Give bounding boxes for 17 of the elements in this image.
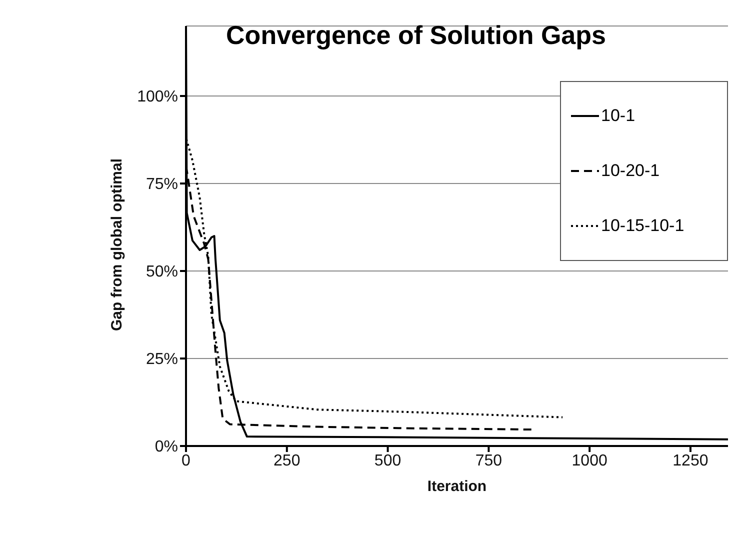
legend-label: 10-20-1 [601,160,660,181]
legend-label: 10-15-10-1 [601,216,684,236]
y-tick-label: 75% [146,176,178,194]
y-tick-label: 25% [146,351,178,368]
x-tick-label: 500 [374,452,402,470]
y-tick-label: 50% [146,264,178,281]
y-tick-label: 100% [137,88,178,106]
x-tick-label: 750 [475,452,502,470]
x-tick-label: 1250 [672,452,708,470]
x-tick-label: 1000 [572,452,608,470]
y-axis-title: Gap from global optimal [108,158,126,331]
x-axis-title: Iteration [427,478,487,495]
chart-title: Convergence of Solution Gaps [225,20,607,51]
legend-label: 10-1 [601,106,636,126]
y-tick-label: 0% [154,438,178,456]
x-tick-label: 0 [182,452,191,470]
x-tick-label: 250 [274,452,300,470]
